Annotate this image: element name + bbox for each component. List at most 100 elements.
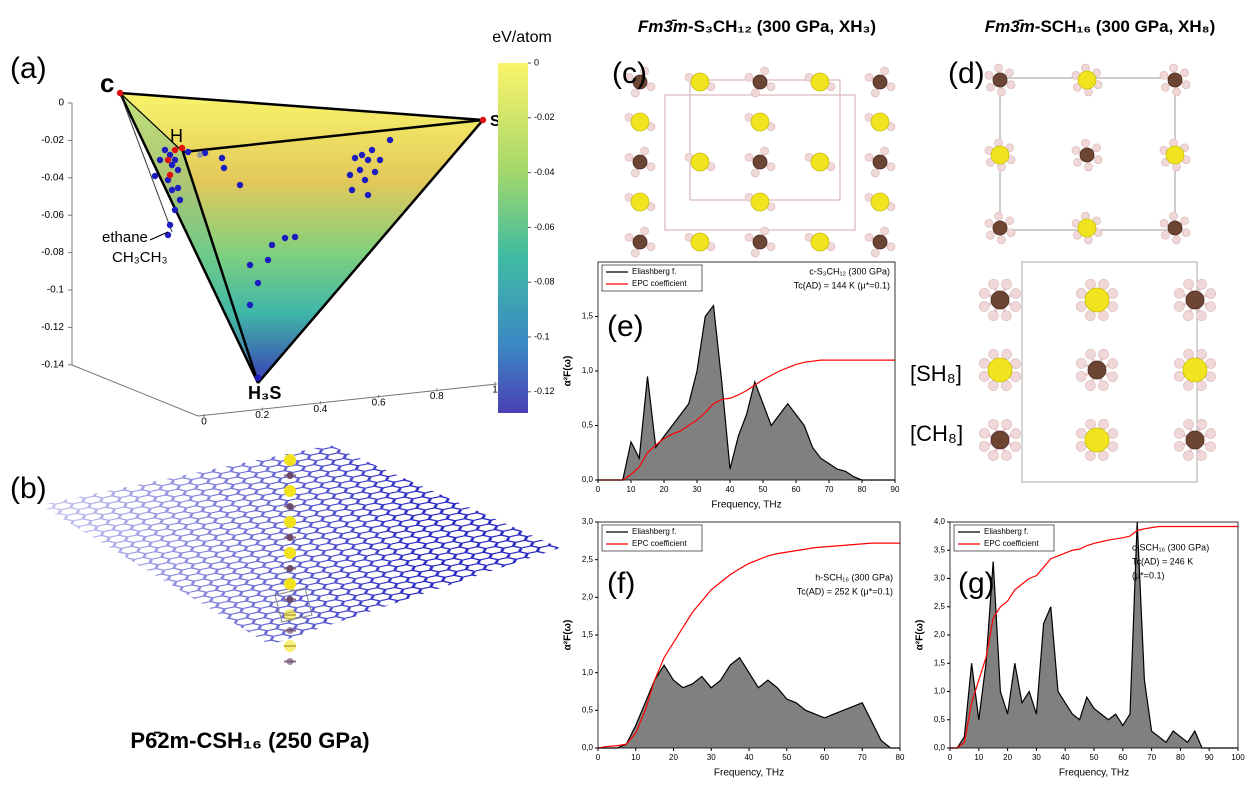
- h-atom: [1170, 64, 1178, 72]
- h-atom: [887, 163, 895, 171]
- caption-b: P6̄2m-CSH₁₆ (250 GPa): [130, 728, 369, 753]
- h-atom: [761, 147, 769, 155]
- structure-dot: [175, 167, 181, 173]
- structure-dot: [359, 152, 365, 158]
- h-atom: [1108, 359, 1118, 369]
- x-tick-label: 10: [974, 753, 983, 762]
- panel-label: (g): [958, 567, 995, 600]
- x-tick-label: 0: [596, 753, 601, 762]
- h-atom: [1085, 311, 1095, 321]
- x-axis: [198, 384, 497, 416]
- c-atom: [633, 155, 647, 169]
- h-atom: [988, 381, 998, 391]
- h-atom: [1196, 381, 1206, 391]
- h-atom: [985, 219, 993, 227]
- s-atom: [1078, 71, 1096, 89]
- h-atom: [647, 83, 655, 91]
- vertex-label: c: [100, 68, 114, 98]
- structure-dot: [369, 147, 375, 153]
- c-atom: [1186, 431, 1204, 449]
- chain-atom: [284, 485, 296, 497]
- stable-dot: [197, 152, 203, 158]
- x-tick-label: 0: [201, 417, 207, 428]
- annotation: Tc(AD) = 252 K (μ*=0.1): [797, 586, 893, 596]
- h-atom: [979, 301, 989, 311]
- z-tick-label: -0.06: [41, 210, 64, 221]
- h-atom: [1094, 156, 1102, 164]
- s-atom: [1085, 288, 1109, 312]
- h-atom: [1099, 419, 1109, 429]
- x-tick-label: 80: [1176, 753, 1185, 762]
- structure-dot: [372, 169, 378, 175]
- c-atom: [873, 155, 887, 169]
- chain-atom: [284, 547, 296, 559]
- x-axis-label: Frequency, THz: [1059, 768, 1129, 779]
- formula: -S₃CH₁₂ (300 GPa, XH₃): [688, 17, 876, 36]
- h-atom: [641, 147, 649, 155]
- x-tick-label: 20: [1003, 753, 1012, 762]
- structure-dot: [269, 242, 275, 248]
- stable-dot: [165, 157, 171, 163]
- x-tick-label: 50: [782, 753, 791, 762]
- legend-label: EPC coefficient: [984, 539, 1039, 548]
- h-atom: [1160, 71, 1168, 79]
- chain-atom: [284, 578, 296, 590]
- x-tick-label: 30: [693, 485, 702, 494]
- h-atom: [751, 89, 759, 97]
- space-group: Fm3̄m: [638, 17, 688, 36]
- h-atom: [871, 89, 879, 97]
- h-atom: [1093, 144, 1101, 152]
- h-atom: [979, 358, 989, 368]
- y-tick-label: 2,0: [582, 592, 594, 601]
- h-atom: [989, 349, 999, 359]
- x-tick-label: 70: [858, 753, 867, 762]
- panel-label: (d): [948, 57, 985, 90]
- s-atom: [1078, 219, 1096, 237]
- h-atom: [997, 236, 1005, 244]
- h-atom: [881, 67, 889, 75]
- z-tick-label: -0.02: [41, 135, 64, 146]
- h-atom: [761, 67, 769, 75]
- c-atom: [1088, 361, 1106, 379]
- s-atom: [811, 153, 829, 171]
- h-atom: [881, 147, 889, 155]
- legend-label: Eliashberg f.: [632, 267, 676, 276]
- h-atom: [1181, 217, 1189, 225]
- x-tick-label: 60: [820, 753, 829, 762]
- stable-dot: [179, 145, 185, 151]
- h-atom: [625, 153, 633, 161]
- legend-label: EPC coefficient: [632, 539, 687, 548]
- c-atom: [1168, 73, 1182, 87]
- structure-dot: [185, 149, 191, 155]
- z-tick-label: -0.1: [47, 285, 65, 296]
- annotation: Tc(AD) = 144 K (μ*=0.1): [794, 280, 890, 290]
- x-tick-label: 50: [759, 485, 768, 494]
- h-atom: [1206, 302, 1216, 312]
- h-atom: [995, 64, 1003, 72]
- x-tick-label: 50: [1090, 753, 1099, 762]
- h-atom: [1206, 289, 1216, 299]
- panel-label: (f): [607, 567, 635, 600]
- x-tick-label: 0.6: [372, 397, 386, 408]
- h-atom: [865, 73, 873, 81]
- structure-dot: [387, 137, 393, 143]
- h-atom: [1184, 419, 1194, 429]
- h-atom: [1086, 349, 1096, 359]
- h-atom: [767, 243, 775, 251]
- ethane-label: ethane: [102, 229, 148, 246]
- h-atom: [1082, 139, 1090, 147]
- h-atom: [1196, 311, 1206, 321]
- structure-dot: [347, 172, 353, 178]
- h-atom: [767, 163, 775, 171]
- annotation: h-SCH₁₆ (300 GPa): [815, 572, 893, 582]
- h-atom: [1174, 288, 1184, 298]
- z-tick-label: -0.14: [41, 359, 64, 370]
- y-tick-label: 1,5: [934, 658, 946, 667]
- colorbar-tick-label: -0.02: [534, 112, 555, 122]
- structure-dot: [265, 257, 271, 263]
- figure: 0-0.02-0.04-0.06-0.08-0.1-0.12-0.1400.20…: [0, 0, 1247, 787]
- x-tick-label: 10: [627, 485, 636, 494]
- h-atom: [1011, 442, 1021, 452]
- h-atom: [1011, 289, 1021, 299]
- h-atom: [1206, 442, 1216, 452]
